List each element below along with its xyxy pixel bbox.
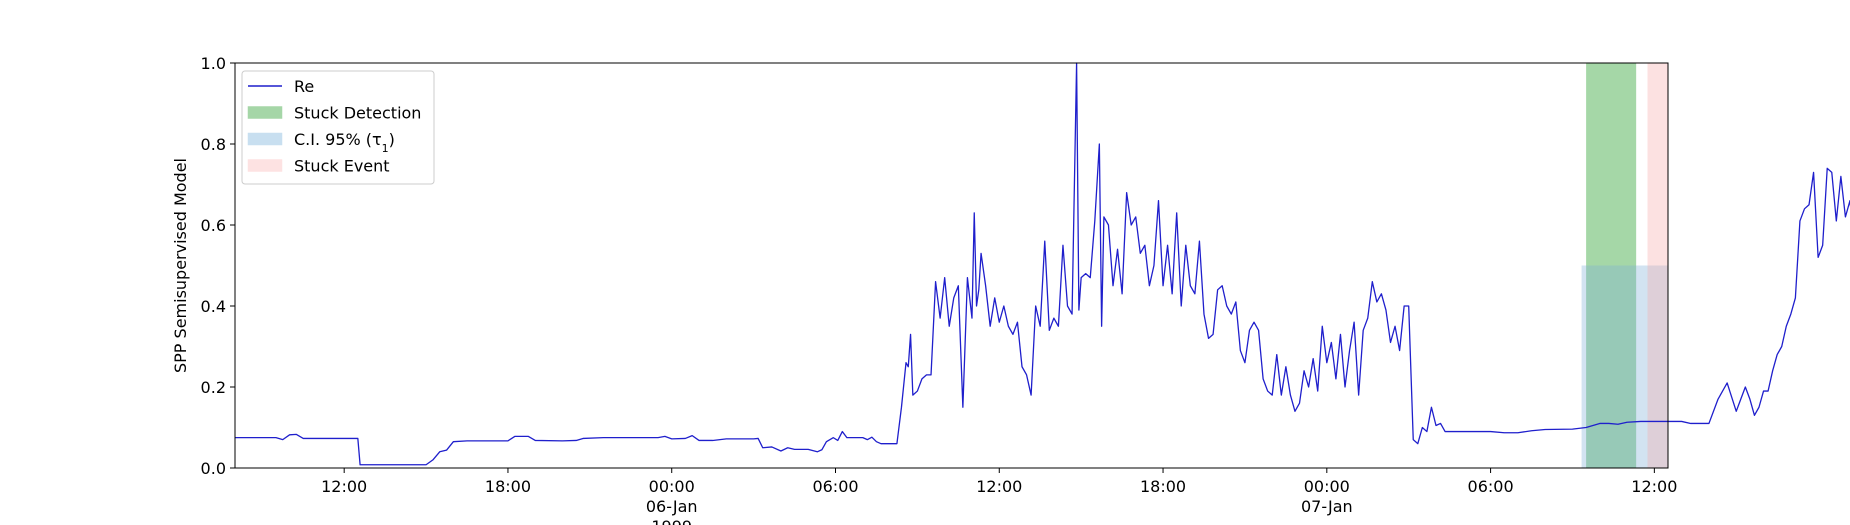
band-2 xyxy=(1647,63,1668,468)
y-tick-label-5: 1.0 xyxy=(201,54,226,73)
x-tick-label-6-0: 00:00 xyxy=(1304,477,1350,496)
x-tick-label-8-0: 12:00 xyxy=(1631,477,1677,496)
y-tick-label-0: 0.0 xyxy=(201,459,226,478)
y-axis: 0.0 0.2 0.4 0.6 0.8 1.0 xyxy=(201,54,235,478)
x-tick-label-2-0: 00:00 xyxy=(649,477,695,496)
x-tick-label-4-0: 12:00 xyxy=(976,477,1022,496)
x-tick-label-3-0: 06:00 xyxy=(812,477,858,496)
legend-swatch-3 xyxy=(247,159,283,172)
series-line-0 xyxy=(235,62,1850,466)
y-tick-label-4: 0.8 xyxy=(201,135,226,154)
x-tick-label-2-1: 06-Jan xyxy=(646,497,698,516)
y-axis-label: SPP Semisupervised Model xyxy=(171,158,190,373)
legend-swatch-2 xyxy=(247,132,283,146)
x-tick-label-2-2: 1999 xyxy=(651,517,692,525)
x-tick-label-0-0: 12:00 xyxy=(321,477,367,496)
y-tick-label-3: 0.6 xyxy=(201,216,226,235)
x-tick-label-5-0: 18:00 xyxy=(1140,477,1186,496)
band-1 xyxy=(1581,265,1668,468)
legend-box xyxy=(241,70,435,185)
series-layer xyxy=(235,62,1850,466)
x-tick-label-6-1: 07-Jan xyxy=(1301,497,1353,516)
y-tick-label-2: 0.4 xyxy=(201,297,226,316)
legend-label-3: Stuck Event xyxy=(294,157,390,176)
x-tick-label-1-0: 18:00 xyxy=(485,477,531,496)
legend-label-0: Re xyxy=(294,77,314,96)
legend-label-1: Stuck Detection xyxy=(294,104,421,123)
bands-layer xyxy=(1581,63,1668,468)
band-0 xyxy=(1586,63,1637,468)
x-tick-label-7-0: 06:00 xyxy=(1468,477,1514,496)
legend-swatch-1 xyxy=(247,106,283,119)
plot-frame xyxy=(234,62,1669,469)
x-axis: 12:0018:0000:0006-Jan199906:0012:0018:00… xyxy=(321,468,1677,525)
y-tick-label-1: 0.2 xyxy=(201,378,226,397)
